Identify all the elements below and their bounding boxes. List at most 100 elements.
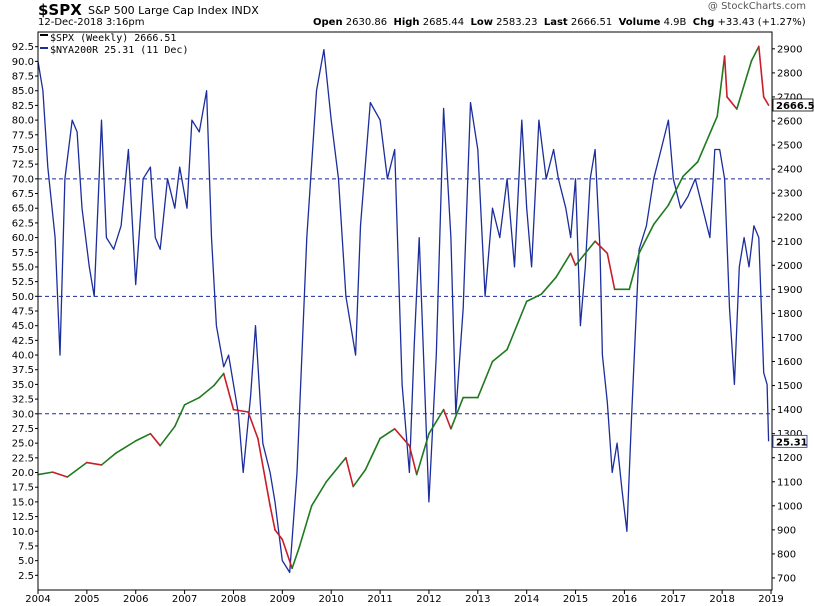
spx-segment bbox=[198, 384, 215, 399]
legend: $SPX (Weekly) 2666.51$NYA200R 25.31 (11 … bbox=[40, 33, 188, 56]
x-tick-label: 2019 bbox=[758, 594, 783, 605]
spx-segment bbox=[269, 505, 276, 531]
spx-segment bbox=[257, 437, 271, 507]
x-tick-label: 2015 bbox=[563, 594, 588, 605]
spx-segment bbox=[310, 480, 328, 507]
spx-segment bbox=[525, 293, 543, 303]
spx-segment bbox=[159, 425, 176, 447]
spx-segment bbox=[379, 428, 396, 440]
left-tick-label: 17.5 bbox=[12, 483, 34, 494]
plot-frame bbox=[37, 31, 773, 591]
spx-segment bbox=[222, 372, 235, 411]
x-tick-label: 2005 bbox=[74, 594, 99, 605]
spx-segment bbox=[696, 115, 719, 163]
left-tick-label: 67.5 bbox=[12, 189, 34, 200]
left-tick-label: 7.5 bbox=[18, 541, 34, 552]
spx-segment bbox=[364, 437, 381, 471]
left-tick-label: 35.0 bbox=[12, 380, 34, 391]
chart-header: $SPX S&P 500 Large Cap Index INDX 12-Dec… bbox=[0, 0, 814, 32]
right-tick-label: 2100 bbox=[777, 237, 802, 248]
open-label: Open bbox=[313, 17, 343, 28]
spx-segment bbox=[183, 396, 201, 406]
volume-value: 4.9B bbox=[663, 17, 687, 28]
spx-segment bbox=[762, 96, 770, 106]
volume-label: Volume bbox=[618, 17, 661, 28]
spx-segment bbox=[115, 440, 137, 454]
spx-segment bbox=[213, 372, 225, 387]
right-tick-label: 1800 bbox=[777, 309, 802, 320]
right-tick-label: 1500 bbox=[777, 381, 802, 392]
right-tick-label: 1400 bbox=[777, 405, 802, 416]
spx-segment bbox=[428, 408, 445, 435]
ohlc-summary: Open 2630.86 High 2685.44 Low 2583.23 La… bbox=[313, 17, 806, 28]
low-label: Low bbox=[470, 17, 493, 28]
x-tick-label: 2011 bbox=[367, 594, 392, 605]
x-tick-label: 2012 bbox=[416, 594, 441, 605]
spx-segment bbox=[37, 471, 54, 476]
spx-segment bbox=[408, 444, 418, 476]
x-tick-label: 2008 bbox=[221, 594, 246, 605]
spx-segment bbox=[555, 252, 572, 279]
open-value: 2630.86 bbox=[345, 17, 388, 28]
spx-segment bbox=[232, 408, 249, 413]
spx-segment bbox=[540, 276, 557, 295]
ticker-symbol: $SPX bbox=[38, 1, 82, 19]
left-tick-label: 32.5 bbox=[12, 395, 34, 406]
spx-segment bbox=[726, 96, 738, 110]
right-tick-label: 2400 bbox=[777, 165, 802, 176]
left-tick-label: 42.5 bbox=[12, 336, 34, 347]
x-tick-label: 2016 bbox=[612, 594, 637, 605]
x-tick-label: 2014 bbox=[514, 594, 539, 605]
left-tick-label: 55.0 bbox=[12, 262, 34, 273]
last-label: Last bbox=[543, 17, 568, 28]
right-tick-label: 2700 bbox=[777, 92, 802, 103]
left-tick-label: 82.5 bbox=[12, 101, 34, 112]
index-name: S&P 500 Large Cap Index INDX bbox=[88, 4, 259, 17]
right-tick-label: 1900 bbox=[777, 285, 802, 296]
legend-swatch-nya200r bbox=[40, 47, 48, 49]
left-tick-label: 75.0 bbox=[12, 145, 34, 156]
left-tick-label: 2.5 bbox=[18, 571, 34, 582]
left-tick-label: 45.0 bbox=[12, 321, 34, 332]
spx-segment bbox=[506, 300, 528, 351]
exchange-code: INDX bbox=[231, 4, 259, 17]
spx-segment bbox=[281, 538, 293, 570]
right-tick-label: 900 bbox=[777, 525, 796, 536]
high-value: 2685.44 bbox=[422, 17, 465, 28]
left-tick-label: 87.5 bbox=[12, 72, 34, 83]
right-tick-label: 1600 bbox=[777, 357, 802, 368]
nya200r-last-value: 25.31 bbox=[776, 437, 808, 448]
spx-segment bbox=[594, 240, 609, 255]
right-tick-label: 1700 bbox=[777, 333, 802, 344]
spx-segment bbox=[606, 252, 616, 291]
left-axis: 2.5 5.0 7.5 10.0 12.5 15.0 17.5 20.0 22.5 25.0 27.… bbox=[12, 42, 38, 582]
left-tick-label: 10.0 bbox=[12, 527, 34, 538]
x-tick-label: 2006 bbox=[123, 594, 148, 605]
spx-segment bbox=[652, 204, 670, 226]
legend-entry-spx: $SPX (Weekly) 2666.51 bbox=[50, 33, 176, 44]
chart-datetime: 12-Dec-2018 3:16pm bbox=[38, 17, 145, 28]
x-tick-label: 2017 bbox=[661, 594, 686, 605]
spx-segment bbox=[345, 456, 354, 488]
right-tick-label: 1300 bbox=[777, 429, 802, 440]
spx-segment bbox=[450, 396, 464, 430]
last-value-labels: 2666.51 25.31 bbox=[772, 98, 814, 448]
spx-segment bbox=[628, 252, 640, 291]
spx-segment bbox=[274, 529, 284, 541]
spx-segment bbox=[134, 432, 152, 442]
spx-segment bbox=[723, 55, 728, 98]
brand-watermark: @ StockCharts.com bbox=[707, 1, 806, 12]
spx-segment bbox=[298, 505, 313, 548]
high-label: High bbox=[393, 17, 420, 28]
last-value: 2666.51 bbox=[570, 17, 613, 28]
left-tick-label: 85.0 bbox=[12, 86, 34, 97]
chg-label: Chg bbox=[692, 17, 715, 28]
spx-segment bbox=[100, 452, 117, 466]
right-axis: 700 800 900 1000 1100 1200 1300 1400 1500 1600 170… bbox=[772, 44, 802, 584]
right-tick-label: 2300 bbox=[777, 189, 802, 200]
spx-segment bbox=[667, 175, 684, 206]
right-tick-label: 1100 bbox=[777, 477, 802, 488]
left-tick-label: 40.0 bbox=[12, 351, 34, 362]
left-tick-label: 25.0 bbox=[12, 439, 34, 450]
right-tick-label: 700 bbox=[777, 573, 796, 584]
